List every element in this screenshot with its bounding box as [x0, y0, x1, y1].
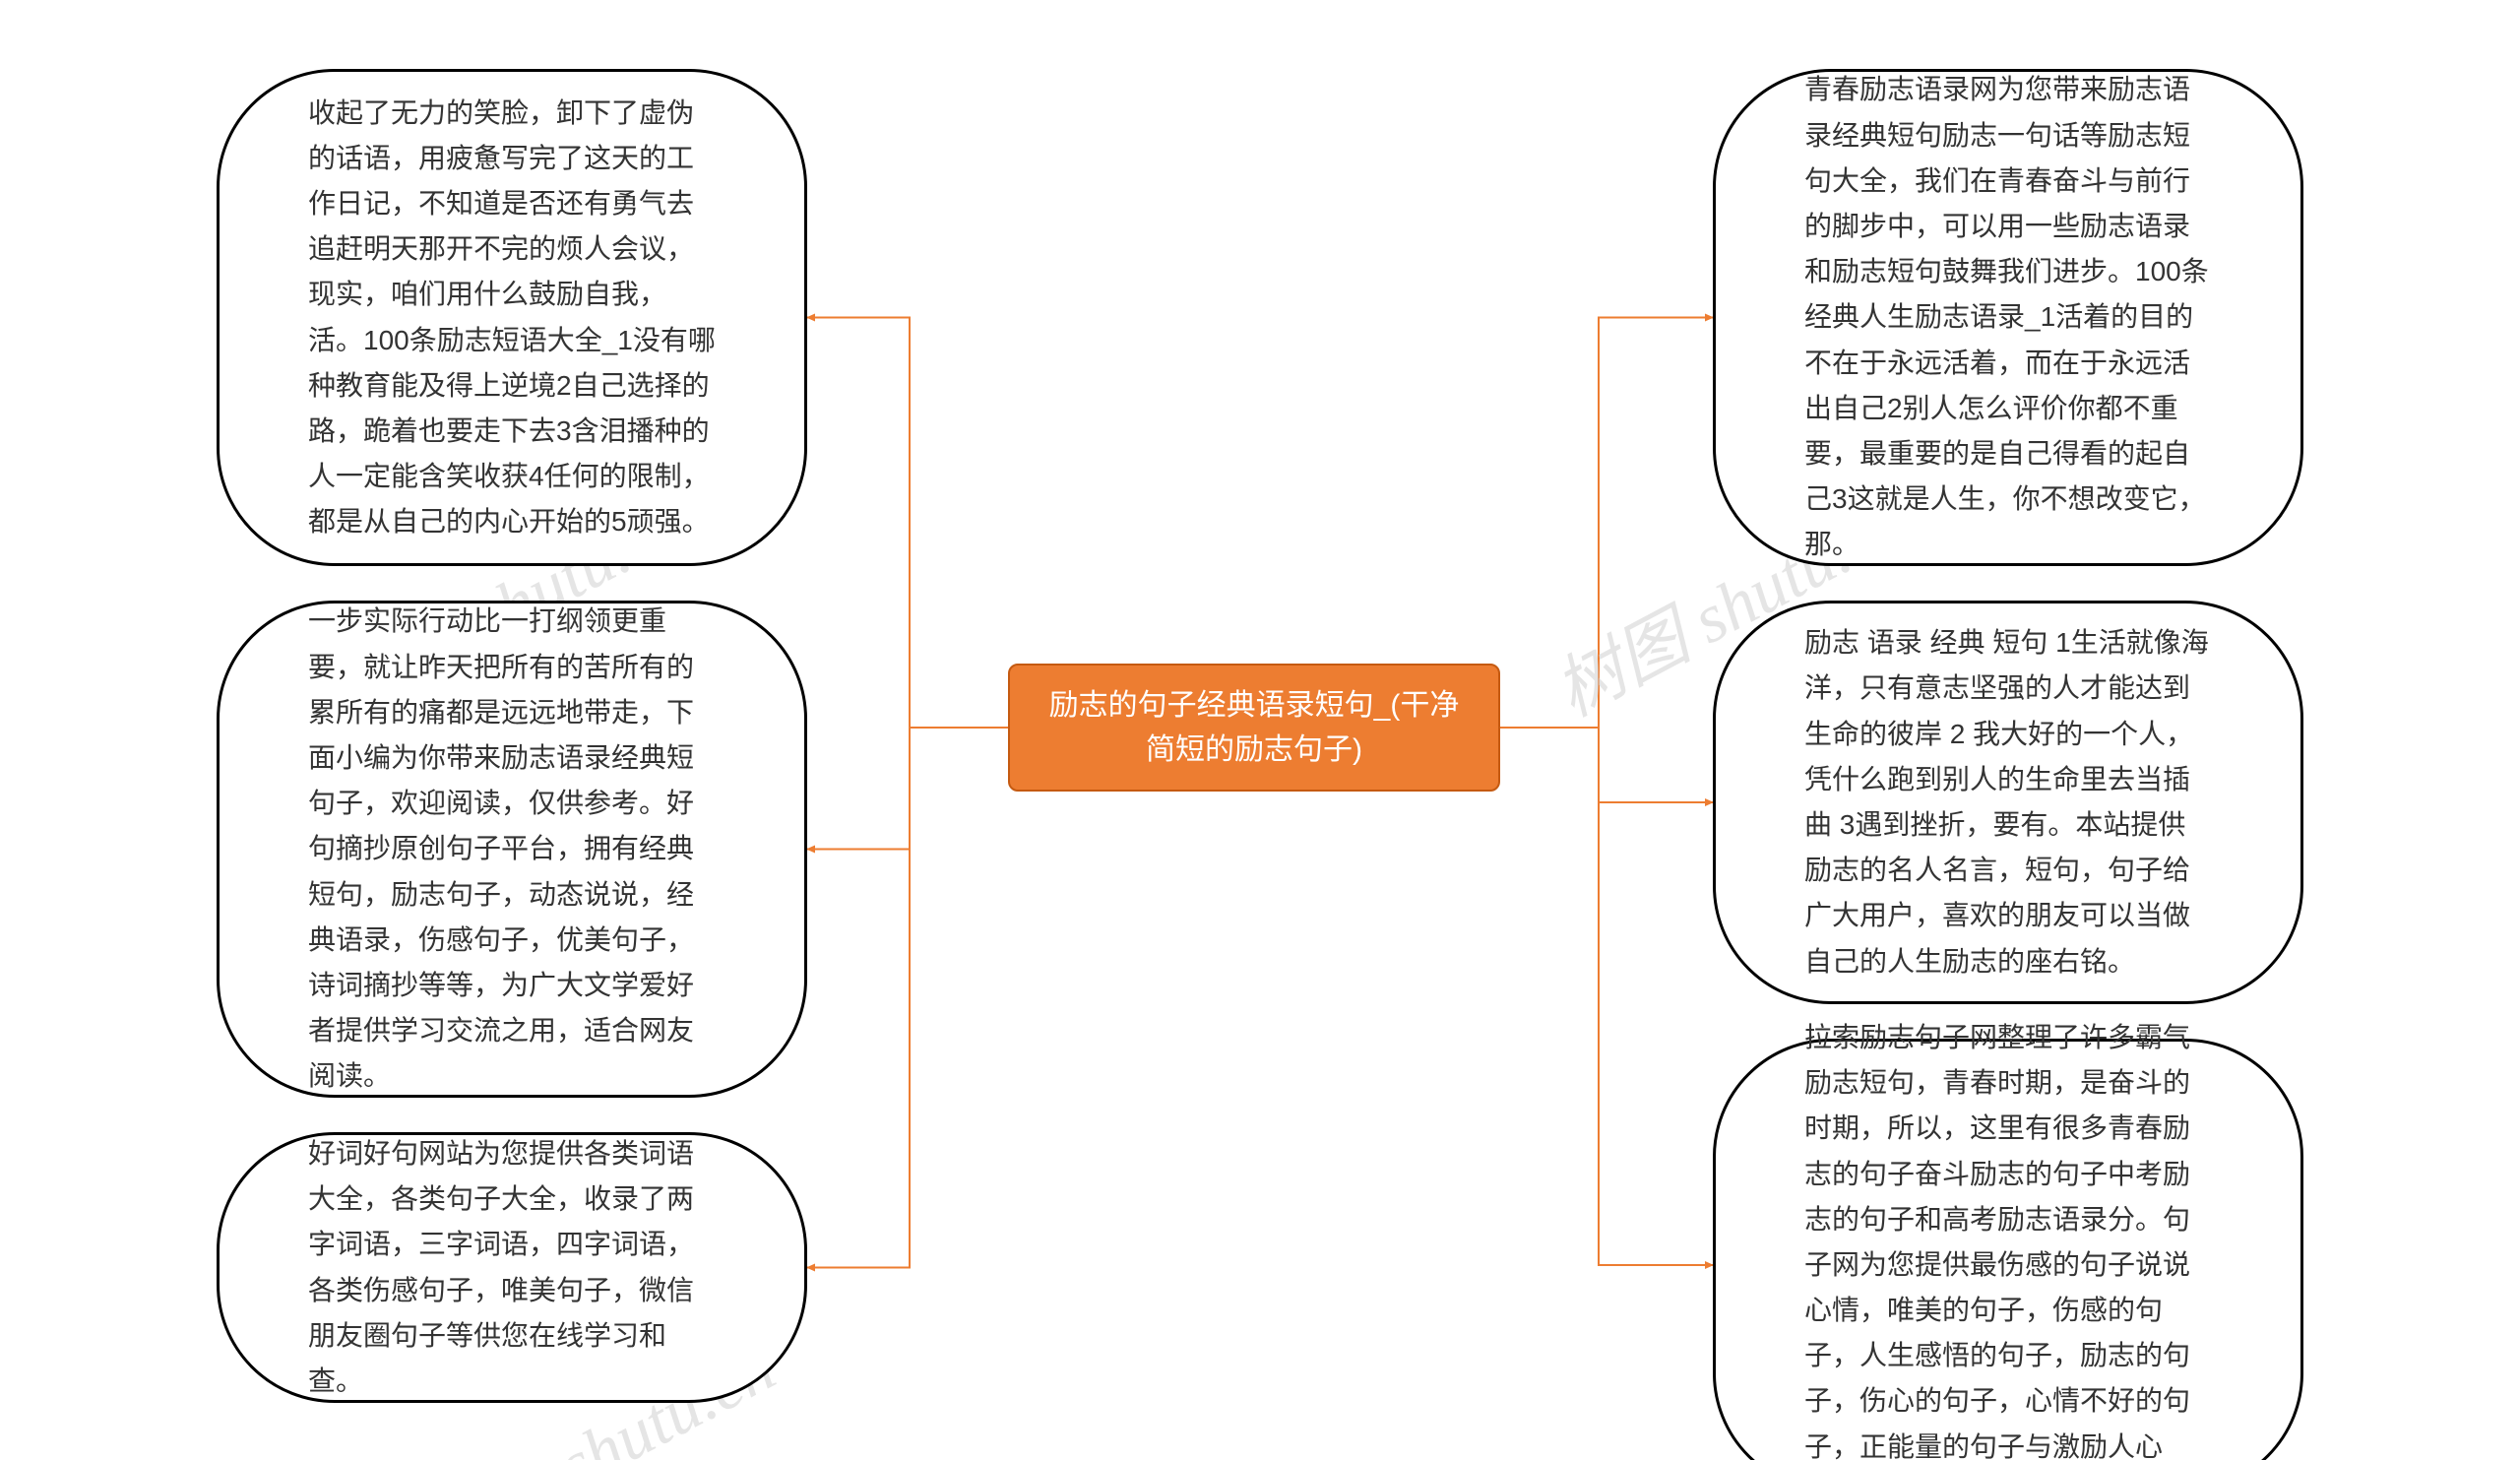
left-node-1-text: 收起了无力的笑脸，卸下了虚伪的话语，用疲惫写完了这天的工作日记，不知道是否还有勇…: [308, 91, 716, 545]
right-node-3[interactable]: 拉索励志句子网整理了许多霸气励志短句，青春时期，是奋斗的时期，所以，这里有很多青…: [1713, 1039, 2303, 1460]
right-node-2[interactable]: 励志 语录 经典 短句 1生活就像海洋，只有意志坚强的人才能达到生命的彼岸 2 …: [1713, 601, 2303, 1004]
center-node[interactable]: 励志的句子经典语录短句_(干净简短的励志句子): [1008, 664, 1500, 792]
center-node-text: 励志的句子经典语录短句_(干净简短的励志句子): [1040, 683, 1469, 772]
left-node-1[interactable]: 收起了无力的笑脸，卸下了虚伪的话语，用疲惫写完了这天的工作日记，不知道是否还有勇…: [217, 69, 807, 566]
left-node-3-text: 好词好句网站为您提供各类词语大全，各类句子大全，收录了两字词语，三字词语，四字词…: [308, 1131, 716, 1404]
left-node-3[interactable]: 好词好句网站为您提供各类词语大全，各类句子大全，收录了两字词语，三字词语，四字词…: [217, 1132, 807, 1403]
left-node-2-text: 一步实际行动比一打纲领更重要，就让昨天把所有的苦所有的累所有的痛都是远远地带走，…: [308, 599, 716, 1099]
right-node-1-text: 青春励志语录网为您带来励志语录经典短句励志一句话等励志短句大全，我们在青春奋斗与…: [1804, 67, 2212, 567]
right-node-2-text: 励志 语录 经典 短句 1生活就像海洋，只有意志坚强的人才能达到生命的彼岸 2 …: [1804, 620, 2212, 984]
right-node-1[interactable]: 青春励志语录网为您带来励志语录经典短句励志一句话等励志短句大全，我们在青春奋斗与…: [1713, 69, 2303, 566]
right-node-3-text: 拉索励志句子网整理了许多霸气励志短句，青春时期，是奋斗的时期，所以，这里有很多青…: [1804, 1015, 2212, 1460]
left-node-2[interactable]: 一步实际行动比一打纲领更重要，就让昨天把所有的苦所有的累所有的痛都是远远地带走，…: [217, 601, 807, 1098]
